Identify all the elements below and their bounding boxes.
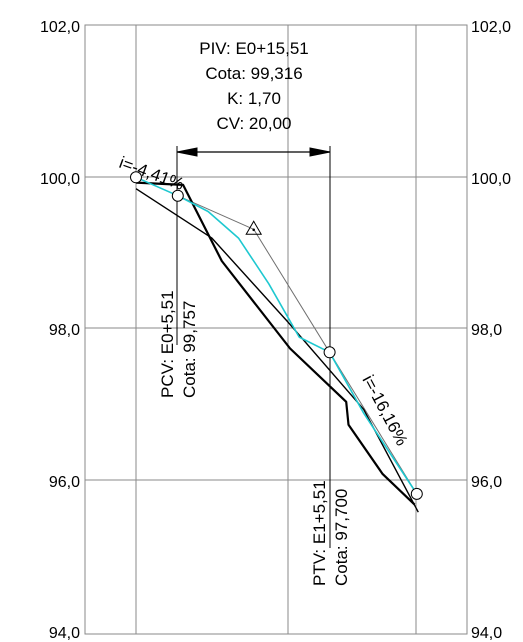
terrain-line-thin <box>135 188 419 513</box>
chart-frame <box>84 24 468 635</box>
terrain-line-thick <box>135 181 416 506</box>
y-tick-label: 98,0 <box>49 322 80 339</box>
y-tick-label: 102,0 <box>471 19 511 36</box>
ptv-station-label: PTV: E1+5,51 <box>310 480 329 586</box>
y-tick-label: 98,0 <box>471 322 502 339</box>
y-tick-label: 94,0 <box>471 625 502 642</box>
piv-dot <box>252 228 255 232</box>
curve-length-label: CV: 20,00 <box>217 114 292 133</box>
y-tick-label: 102,0 <box>40 19 80 36</box>
end-point-marker <box>410 487 423 500</box>
grade-out-label: i=-16,16% <box>358 372 411 449</box>
y-tick-label: 100,0 <box>471 171 511 188</box>
ptv-marker <box>323 346 336 359</box>
piv-elevation-label: Cota: 99,316 <box>205 64 302 83</box>
pcv-marker <box>171 189 184 202</box>
tangent-line <box>135 176 418 495</box>
piv-annotation: PIV: E0+15,51 Cota: 99,316 K: 1,70 CV: 2… <box>199 39 308 133</box>
grade-in-label: i=-4,41% <box>117 153 187 194</box>
ptv-annotation: PTV: E1+5,51 Cota: 97,700 <box>310 480 351 586</box>
dimension-arrow-left <box>176 147 198 157</box>
vertical-curve-line <box>135 176 418 495</box>
series-layer <box>135 176 419 513</box>
y-tick-label: 100,0 <box>40 171 80 188</box>
y-axis-right: 102,0 100,0 98,0 96,0 94,0 <box>471 19 511 642</box>
y-tick-label: 96,0 <box>49 474 80 491</box>
curve-length-dimension <box>176 146 331 548</box>
grid <box>84 24 468 635</box>
pcv-annotation: PCV: E0+5,51 Cota: 99,757 <box>158 290 199 398</box>
dimension-arrow-right <box>309 147 331 157</box>
y-tick-label: 96,0 <box>471 474 502 491</box>
pcv-station-label: PCV: E0+5,51 <box>158 290 177 398</box>
start-point-marker <box>130 171 142 184</box>
marker-layer <box>130 171 423 500</box>
ptv-elevation-label: Cota: 97,700 <box>332 489 351 586</box>
piv-marker <box>245 220 263 235</box>
pcv-elevation-label: Cota: 99,757 <box>180 301 199 398</box>
k-value-label: K: 1,70 <box>227 89 281 108</box>
y-axis-left: 102,0 100,0 98,0 96,0 94,0 <box>40 19 80 642</box>
piv-station-label: PIV: E0+15,51 <box>199 39 308 58</box>
y-tick-label: 94,0 <box>49 625 80 642</box>
